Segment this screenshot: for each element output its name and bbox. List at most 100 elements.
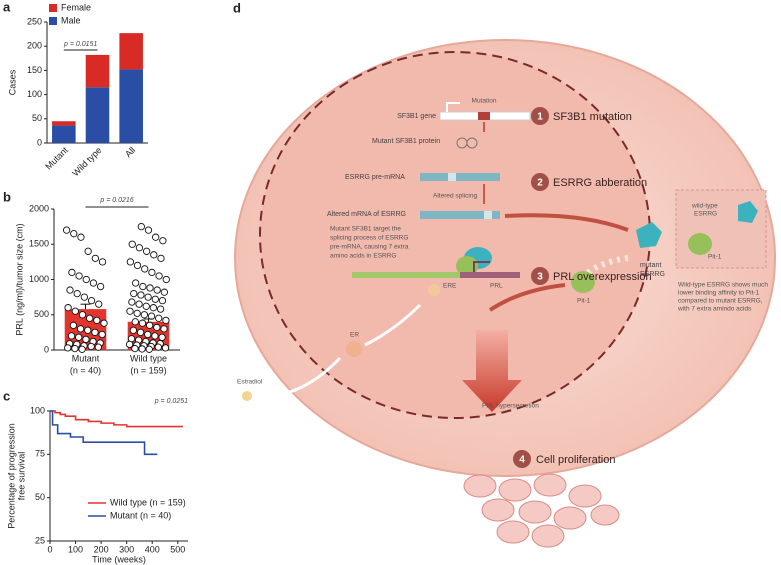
data-point (100, 319, 108, 327)
data-point (158, 333, 166, 341)
data-point (71, 307, 79, 315)
data-point (144, 330, 152, 339)
splice-note: Mutant SF3B1 target the (330, 226, 401, 233)
data-point (137, 222, 145, 231)
mutant-esrrg (636, 222, 662, 248)
data-point (78, 311, 87, 319)
data-point (142, 302, 150, 310)
step: 1 SF3B1 mutation 2 ESRRG abberation 3 PR… (513, 107, 652, 468)
scissors (466, 137, 478, 149)
y-tick-label: 2000 (29, 203, 49, 213)
wt-note: Wild-type ESRRG shows much (678, 282, 768, 289)
data-point (152, 233, 160, 241)
er (346, 341, 362, 357)
bar-segment (119, 69, 143, 143)
data-point (147, 312, 156, 320)
annotation: p = 0.0216 (99, 197, 133, 204)
wt-esrrg-label: wild-type (691, 203, 718, 210)
er-label: ER (350, 332, 359, 339)
y-tick-label: 100 (27, 89, 42, 99)
arrow (504, 213, 629, 232)
x-tick-sublabel: (n = 159) (130, 365, 166, 375)
data-point (162, 275, 170, 284)
survival-line (50, 410, 183, 428)
data-point (131, 344, 139, 353)
y-axis-label: Cases (7, 69, 17, 95)
y-tick-label: 50 (32, 113, 42, 123)
data-point (78, 345, 86, 353)
survival-line (50, 410, 158, 456)
data-point (70, 230, 78, 238)
data-point (160, 325, 168, 333)
diagram: d SF3B1 gene Mutation Mutant SF3B1 prote… (233, 0, 776, 548)
data-point (153, 323, 161, 332)
y-tick-label: 0 (37, 137, 42, 147)
data-point (146, 284, 154, 292)
splicing-label: Altered splicing (433, 193, 477, 200)
data-point (91, 328, 99, 337)
data-point (75, 333, 83, 341)
bar-segment (52, 125, 76, 143)
splice-note: amino acids in ESRRG (330, 253, 396, 260)
arrow (364, 303, 422, 347)
data-point (128, 298, 136, 306)
step-number: 3 (537, 272, 543, 283)
wt-esrrg (738, 201, 758, 223)
er-complex (428, 284, 440, 296)
data-point (82, 275, 90, 284)
pit1-label: Pit-1 (577, 298, 591, 305)
wt-esrrg-label: ESRRG (694, 211, 717, 218)
wt-pit1-label: Pit-1 (708, 254, 722, 261)
secretion-arrow (462, 330, 522, 412)
legend-label: Wild type (n = 159) (110, 497, 186, 507)
data-point (62, 226, 71, 234)
panel-label: d (233, 0, 241, 15)
gene-label: SF3B1 gene (397, 113, 436, 120)
data-point (139, 282, 147, 291)
step-title: PRL overexpression (553, 271, 652, 283)
y-tick-label: 250 (27, 16, 42, 26)
data-point (133, 261, 142, 270)
data-point (128, 240, 136, 248)
data-point (135, 244, 144, 252)
data-point (94, 343, 103, 351)
data-point (69, 321, 78, 329)
data-point (76, 325, 85, 333)
arrow (254, 356, 342, 398)
annotation: p = 0.0251 (154, 398, 188, 405)
x-tick-label: Wild type (130, 353, 167, 363)
x-tick-sublabel: (n = 40) (70, 365, 101, 375)
data-point (144, 293, 152, 301)
y-axis-label: free survival (16, 452, 26, 501)
panel-label: b (3, 189, 11, 204)
step-title: SF3B1 mutation (553, 111, 632, 123)
data-point (133, 309, 141, 317)
wt-pit1 (688, 233, 712, 255)
y-tick-label: 1000 (29, 274, 49, 284)
x-tick-label: Wild type (70, 145, 103, 178)
data-point (153, 286, 161, 294)
nucleus (259, 51, 651, 419)
x-tick-label: 100 (68, 544, 83, 554)
legend-swatch (49, 17, 57, 25)
pre-mrna-label: ESRRG pre-mRNA (345, 174, 405, 181)
data-point (86, 314, 94, 322)
data-point (68, 268, 76, 277)
legend-label: Female (61, 2, 91, 12)
data-point (141, 265, 149, 273)
data-point (131, 279, 140, 287)
data-point (89, 279, 98, 287)
data-point (84, 326, 92, 334)
mutant-esrrg-label: ESRRG (640, 271, 665, 278)
data-point (91, 254, 99, 263)
y-tick-label: 1500 (29, 239, 49, 249)
data-point (64, 344, 72, 352)
data-point (125, 340, 134, 349)
legend-label: Male (61, 15, 81, 25)
data-point (130, 289, 138, 298)
estradiol-label: Estradiol (237, 379, 263, 386)
data-point (87, 296, 96, 305)
panel-label: c (3, 388, 10, 403)
splice-note: splicing process of ESRRG (330, 235, 408, 242)
data-point (140, 311, 148, 319)
